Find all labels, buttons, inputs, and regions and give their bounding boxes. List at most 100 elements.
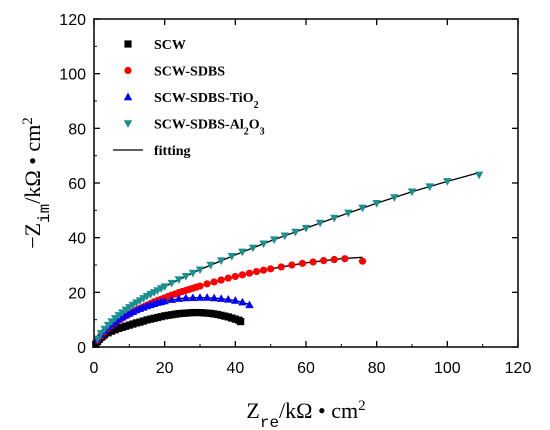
- legend-label-part: 2: [244, 126, 249, 137]
- legend-label-series-2: SCW-SDBS: [154, 65, 225, 80]
- data-point-series-2: [231, 272, 239, 281]
- legend-label-part: SCW-SDBS-Al: [154, 118, 244, 133]
- data-point-series-2: [203, 280, 211, 288]
- data-point-series-4: [107, 318, 116, 326]
- data-point-series-2: [341, 255, 349, 263]
- data-point-series-3: [188, 293, 198, 301]
- data-point-series-4: [167, 279, 176, 288]
- axis-ticks: 0 20 40 60 80 100 120 0 20 40 60 80 100 120: [59, 12, 531, 377]
- x-tick-label: 40: [226, 360, 244, 377]
- data-point-series-4: [474, 171, 484, 180]
- data-point-series-2: [196, 282, 204, 290]
- x-tick-label: 0: [90, 360, 99, 377]
- data-point-series-4: [238, 248, 247, 257]
- data-point-series-3: [195, 293, 205, 301]
- legend-label-part: SCW-SDBS-TiO: [154, 91, 254, 106]
- axis-title-part: 2: [358, 398, 366, 414]
- data-point-series-2: [277, 263, 285, 271]
- data-point-series-3: [238, 297, 247, 306]
- data-point-series-2: [309, 258, 317, 266]
- y-tick-label: 100: [59, 67, 86, 84]
- data-point-series-3: [209, 293, 219, 302]
- y-tick-label: 40: [68, 231, 86, 248]
- legend-label-fitting: fitting: [154, 144, 191, 159]
- data-point-series-4: [188, 269, 198, 278]
- data-point-series-4: [443, 178, 452, 186]
- legend-marker-series-3: [123, 92, 133, 101]
- data-point-series-3: [202, 293, 212, 301]
- legend-label-series-1: SCW: [154, 38, 186, 53]
- axis-title-part: −Z: [20, 223, 45, 249]
- y-tick-label: 120: [59, 12, 86, 29]
- y-tick-label: 0: [77, 340, 86, 357]
- legend-label-part: SCW: [154, 38, 186, 53]
- legend-label-part: 3: [260, 126, 265, 137]
- data-markers: [92, 171, 484, 348]
- data-point-series-2: [224, 274, 232, 282]
- legend-label-part: O: [249, 118, 260, 133]
- data-point-series-4: [425, 183, 434, 191]
- data-point-series-4: [407, 188, 417, 197]
- data-point-series-4: [248, 244, 258, 253]
- data-point-series-1: [237, 317, 245, 326]
- y-tick-label: 20: [68, 285, 86, 302]
- data-point-series-2: [320, 257, 328, 265]
- data-point-series-4: [217, 257, 226, 266]
- axis-title-part: Z: [246, 398, 259, 423]
- y-tick-label: 80: [68, 121, 86, 138]
- data-point-series-3: [167, 295, 176, 303]
- legend: SCWSCW-SDBSSCW-SDBS-TiO2SCW-SDBS-Al2O3fi…: [113, 38, 265, 159]
- data-point-series-4: [174, 276, 183, 284]
- y-tick-label: 60: [68, 176, 86, 193]
- legend-label-part: 2: [254, 100, 259, 111]
- data-point-series-3: [160, 296, 169, 305]
- data-point-series-2: [210, 278, 218, 286]
- data-point-series-2: [330, 255, 338, 264]
- x-tick-label: 60: [297, 360, 315, 377]
- y-axis-title: −Zim/kΩ • cm2: [20, 117, 54, 249]
- x-tick-label: 20: [156, 360, 174, 377]
- data-point-series-4: [206, 261, 215, 270]
- data-point-series-3: [231, 296, 240, 304]
- axis-title-part: re: [260, 414, 279, 430]
- data-point-series-2: [260, 266, 268, 274]
- legend-marker-series-1: [124, 40, 132, 48]
- axis-title-part: /kΩ • cm: [20, 125, 45, 204]
- data-point-series-4: [259, 240, 268, 249]
- data-point-series-4: [270, 236, 279, 244]
- data-point-series-2: [252, 267, 261, 276]
- x-axis-title: Zre/kΩ • cm2: [246, 398, 365, 430]
- data-point-series-4: [93, 335, 102, 344]
- legend-marker-series-2: [124, 66, 132, 75]
- data-point-series-3: [224, 295, 233, 303]
- data-point-series-2: [358, 257, 367, 265]
- data-point-series-2: [298, 259, 307, 267]
- legend-label-series-4: SCW-SDBS-Al2O3: [154, 118, 265, 138]
- axis-title-part: im: [36, 204, 54, 223]
- data-point-series-2: [217, 276, 225, 284]
- axis-title-part: /kΩ • cm: [279, 398, 358, 423]
- data-point-series-3: [217, 294, 226, 302]
- data-point-series-4: [227, 253, 236, 261]
- legend-marker-series-4: [123, 120, 133, 128]
- data-point-series-4: [103, 321, 113, 330]
- data-point-series-4: [280, 232, 289, 241]
- data-point-series-4: [160, 283, 169, 291]
- data-point-series-4: [195, 266, 205, 275]
- data-point-series-4: [390, 194, 399, 202]
- data-point-series-3: [181, 293, 191, 302]
- x-tick-label: 120: [505, 360, 532, 377]
- data-point-series-3: [121, 310, 130, 319]
- data-point-series-2: [288, 261, 296, 269]
- x-tick-label: 80: [368, 360, 386, 377]
- data-point-series-2: [245, 269, 254, 277]
- data-point-series-4: [372, 200, 381, 208]
- data-point-series-3: [245, 300, 254, 309]
- data-point-series-4: [181, 273, 191, 281]
- data-point-series-4: [100, 325, 109, 334]
- data-point-series-2: [238, 271, 246, 279]
- x-tick-label: 100: [434, 360, 461, 377]
- data-point-series-4: [330, 214, 339, 223]
- data-point-series-2: [267, 265, 275, 273]
